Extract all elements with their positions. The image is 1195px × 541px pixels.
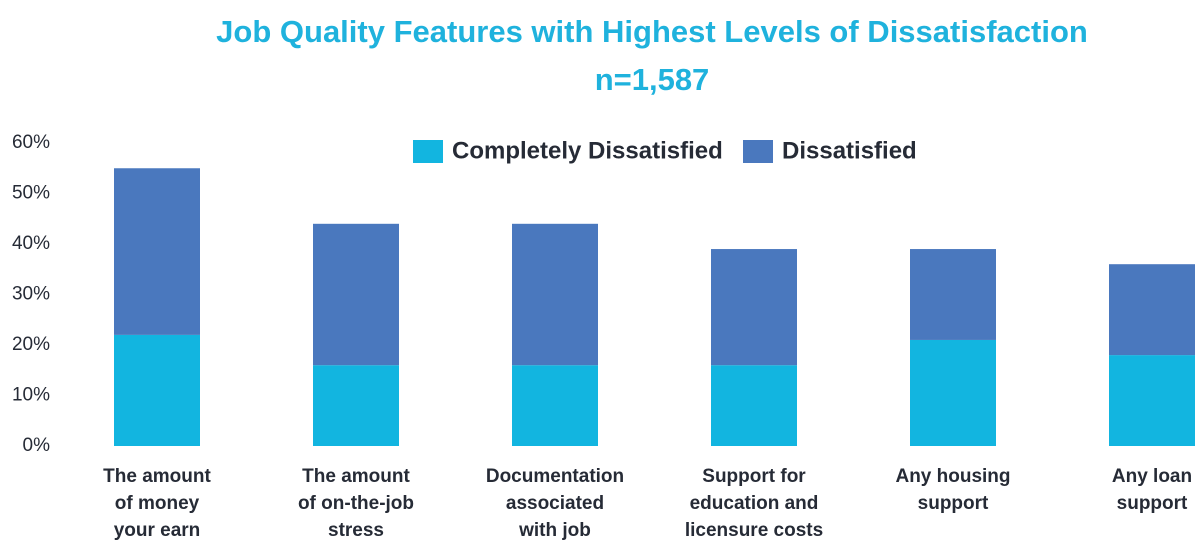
x-tick-label: The amount of money your earn xyxy=(103,466,211,541)
bar-segment xyxy=(313,365,399,446)
x-tick-label: The amount of on-the-job stress xyxy=(298,466,414,541)
y-tick-label: 30% xyxy=(12,284,50,305)
y-tick-label: 60% xyxy=(12,132,50,153)
bar-segment xyxy=(512,365,598,446)
bar-segment xyxy=(512,223,598,366)
x-tick-label: Any loan support xyxy=(1112,466,1192,514)
y-tick-label: 50% xyxy=(12,183,50,204)
bar-segment xyxy=(910,339,996,446)
x-tick-label: Support for education and licensure costs xyxy=(685,466,823,541)
bar-segment xyxy=(1109,355,1195,446)
chart-subtitle: n=1,587 xyxy=(595,62,710,97)
legend-label: Completely Dissatisfied xyxy=(452,137,723,164)
legend-label: Dissatisfied xyxy=(782,137,917,164)
bar-segment xyxy=(114,334,200,446)
bar-segment xyxy=(1109,264,1195,356)
legend-swatch xyxy=(743,140,773,163)
y-tick-label: 10% xyxy=(12,385,50,406)
y-tick-label: 40% xyxy=(12,233,50,254)
bar-segment xyxy=(114,168,200,335)
bar-segment xyxy=(711,249,797,366)
legend-swatch xyxy=(413,140,443,163)
bar-segment xyxy=(313,223,399,366)
y-tick-label: 20% xyxy=(12,334,50,355)
bar-segment xyxy=(910,249,996,340)
x-tick-label: Any housing support xyxy=(895,466,1010,514)
y-tick-label: 0% xyxy=(23,435,51,456)
bar-segment xyxy=(711,365,797,446)
x-tick-label: Documentation associated with job xyxy=(486,466,624,541)
chart-title: Job Quality Features with Highest Levels… xyxy=(216,14,1088,49)
